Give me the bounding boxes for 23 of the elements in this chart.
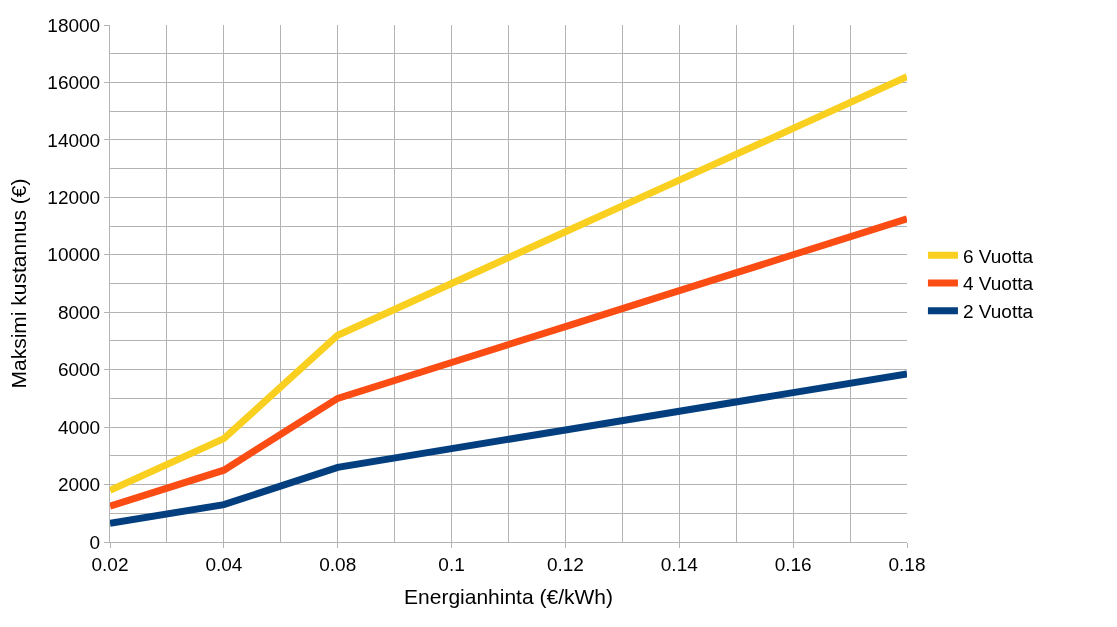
y-tick-label: 16000 <box>47 72 101 94</box>
x-tick-label: 0.14 <box>660 553 699 575</box>
y-tick-label: 6000 <box>57 359 101 381</box>
x-axis-title: Energianhinta (€/kWh) <box>404 585 613 608</box>
y-tick-label: 12000 <box>47 186 101 208</box>
y-tick-label: 2000 <box>57 474 101 496</box>
x-tick-label: 0.02 <box>91 553 129 575</box>
y-axis-title: Maksimi kustannus (€) <box>6 178 30 389</box>
x-tick-label: 0.16 <box>774 553 812 575</box>
y-tick-label: 18000 <box>47 14 101 36</box>
y-tick-label: 4000 <box>57 416 101 438</box>
x-tick-label: 0.1 <box>438 553 465 575</box>
x-tick-label: 0.04 <box>205 553 243 575</box>
y-tick-label: 10000 <box>47 244 101 266</box>
y-tick-label: 14000 <box>47 129 101 151</box>
x-tick-label: 0.18 <box>888 553 926 575</box>
x-tick-label: 0.12 <box>546 553 584 575</box>
y-tick-label: 8000 <box>57 301 101 323</box>
legend-label: 4 Vuotta <box>962 273 1034 295</box>
legend-label: 6 Vuotta <box>962 245 1034 267</box>
x-tick-label: 0.08 <box>319 553 357 575</box>
legend-label: 2 Vuotta <box>962 301 1034 323</box>
y-tick-label: 0 <box>89 531 101 553</box>
